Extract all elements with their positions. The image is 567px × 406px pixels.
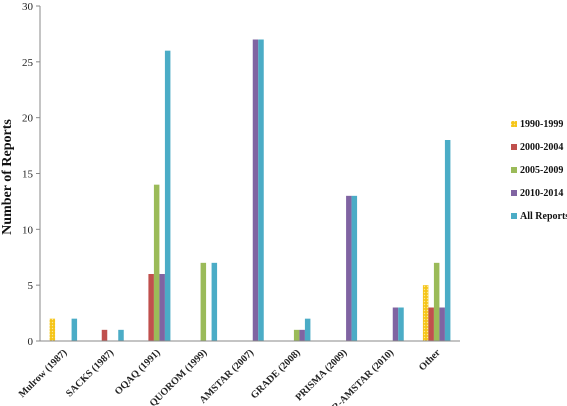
y-tick-label: 5 [28,280,34,292]
legend-swatch [511,213,517,219]
bar-1990-1999 [422,285,429,341]
bar-all-reports [118,329,124,341]
bar-all-reports [351,195,358,341]
legend-label: 2005-2009 [520,165,563,176]
bar-2005-2009 [433,262,440,341]
bar-1990-1999 [49,318,56,341]
bar-2010-2014 [299,329,305,341]
x-tick-label: Mulrow (1987) [17,347,70,400]
legend-label: All Reports [520,211,567,222]
legend-swatch [511,144,517,150]
legend-label: 1990-1999 [520,119,563,130]
legend-label: 2010-2014 [520,188,563,199]
x-tick-label: OQAQ (1991) [113,347,163,397]
bar-all-reports [164,50,171,342]
x-tick-label: Other [417,347,443,373]
bar-2010-2014 [159,274,165,341]
bar-2010-2014 [392,307,399,341]
bar-2010-2014 [439,307,445,341]
bars [49,39,451,342]
bar-2010-2014 [252,39,259,341]
y-tick-label: 10 [22,224,34,236]
y-tick-label: 30 [22,1,34,13]
y-axis-ticks: 0 5 10 15 20 25 30 [22,1,40,348]
bar-all-reports [444,140,451,341]
bar-all-reports [304,318,311,341]
y-tick-label: 15 [22,169,34,181]
bar-all-reports [211,262,218,341]
bar-2005-2009 [293,329,300,341]
y-tick-label: 20 [22,113,34,125]
bar-all-reports [71,318,78,341]
y-axis-title: Number of Reports [0,119,15,235]
bar-2000-2004 [428,307,434,341]
bar-all-reports [258,39,264,341]
bar-2005-2009 [200,262,207,341]
bar-2000-2004 [148,274,154,341]
bar-2000-2004 [101,329,108,341]
legend-label: 2000-2004 [520,142,563,153]
bar-2005-2009 [153,184,160,341]
legend-swatch [511,167,517,173]
x-axis-labels: Mulrow (1987)SACKS (1987)OQAQ (1991)QUOR… [17,347,443,406]
legend-swatch [511,190,517,196]
legend-swatch [511,121,517,127]
legend: 1990-1999 2000-2004 2005-2009 2010-2014 All … [511,119,567,222]
bar-all-reports [398,307,404,341]
y-tick-label: 0 [28,336,34,348]
bar-2010-2014 [346,195,352,341]
x-tick-label: SACKS (1987) [64,347,116,399]
y-tick-label: 25 [22,57,34,69]
